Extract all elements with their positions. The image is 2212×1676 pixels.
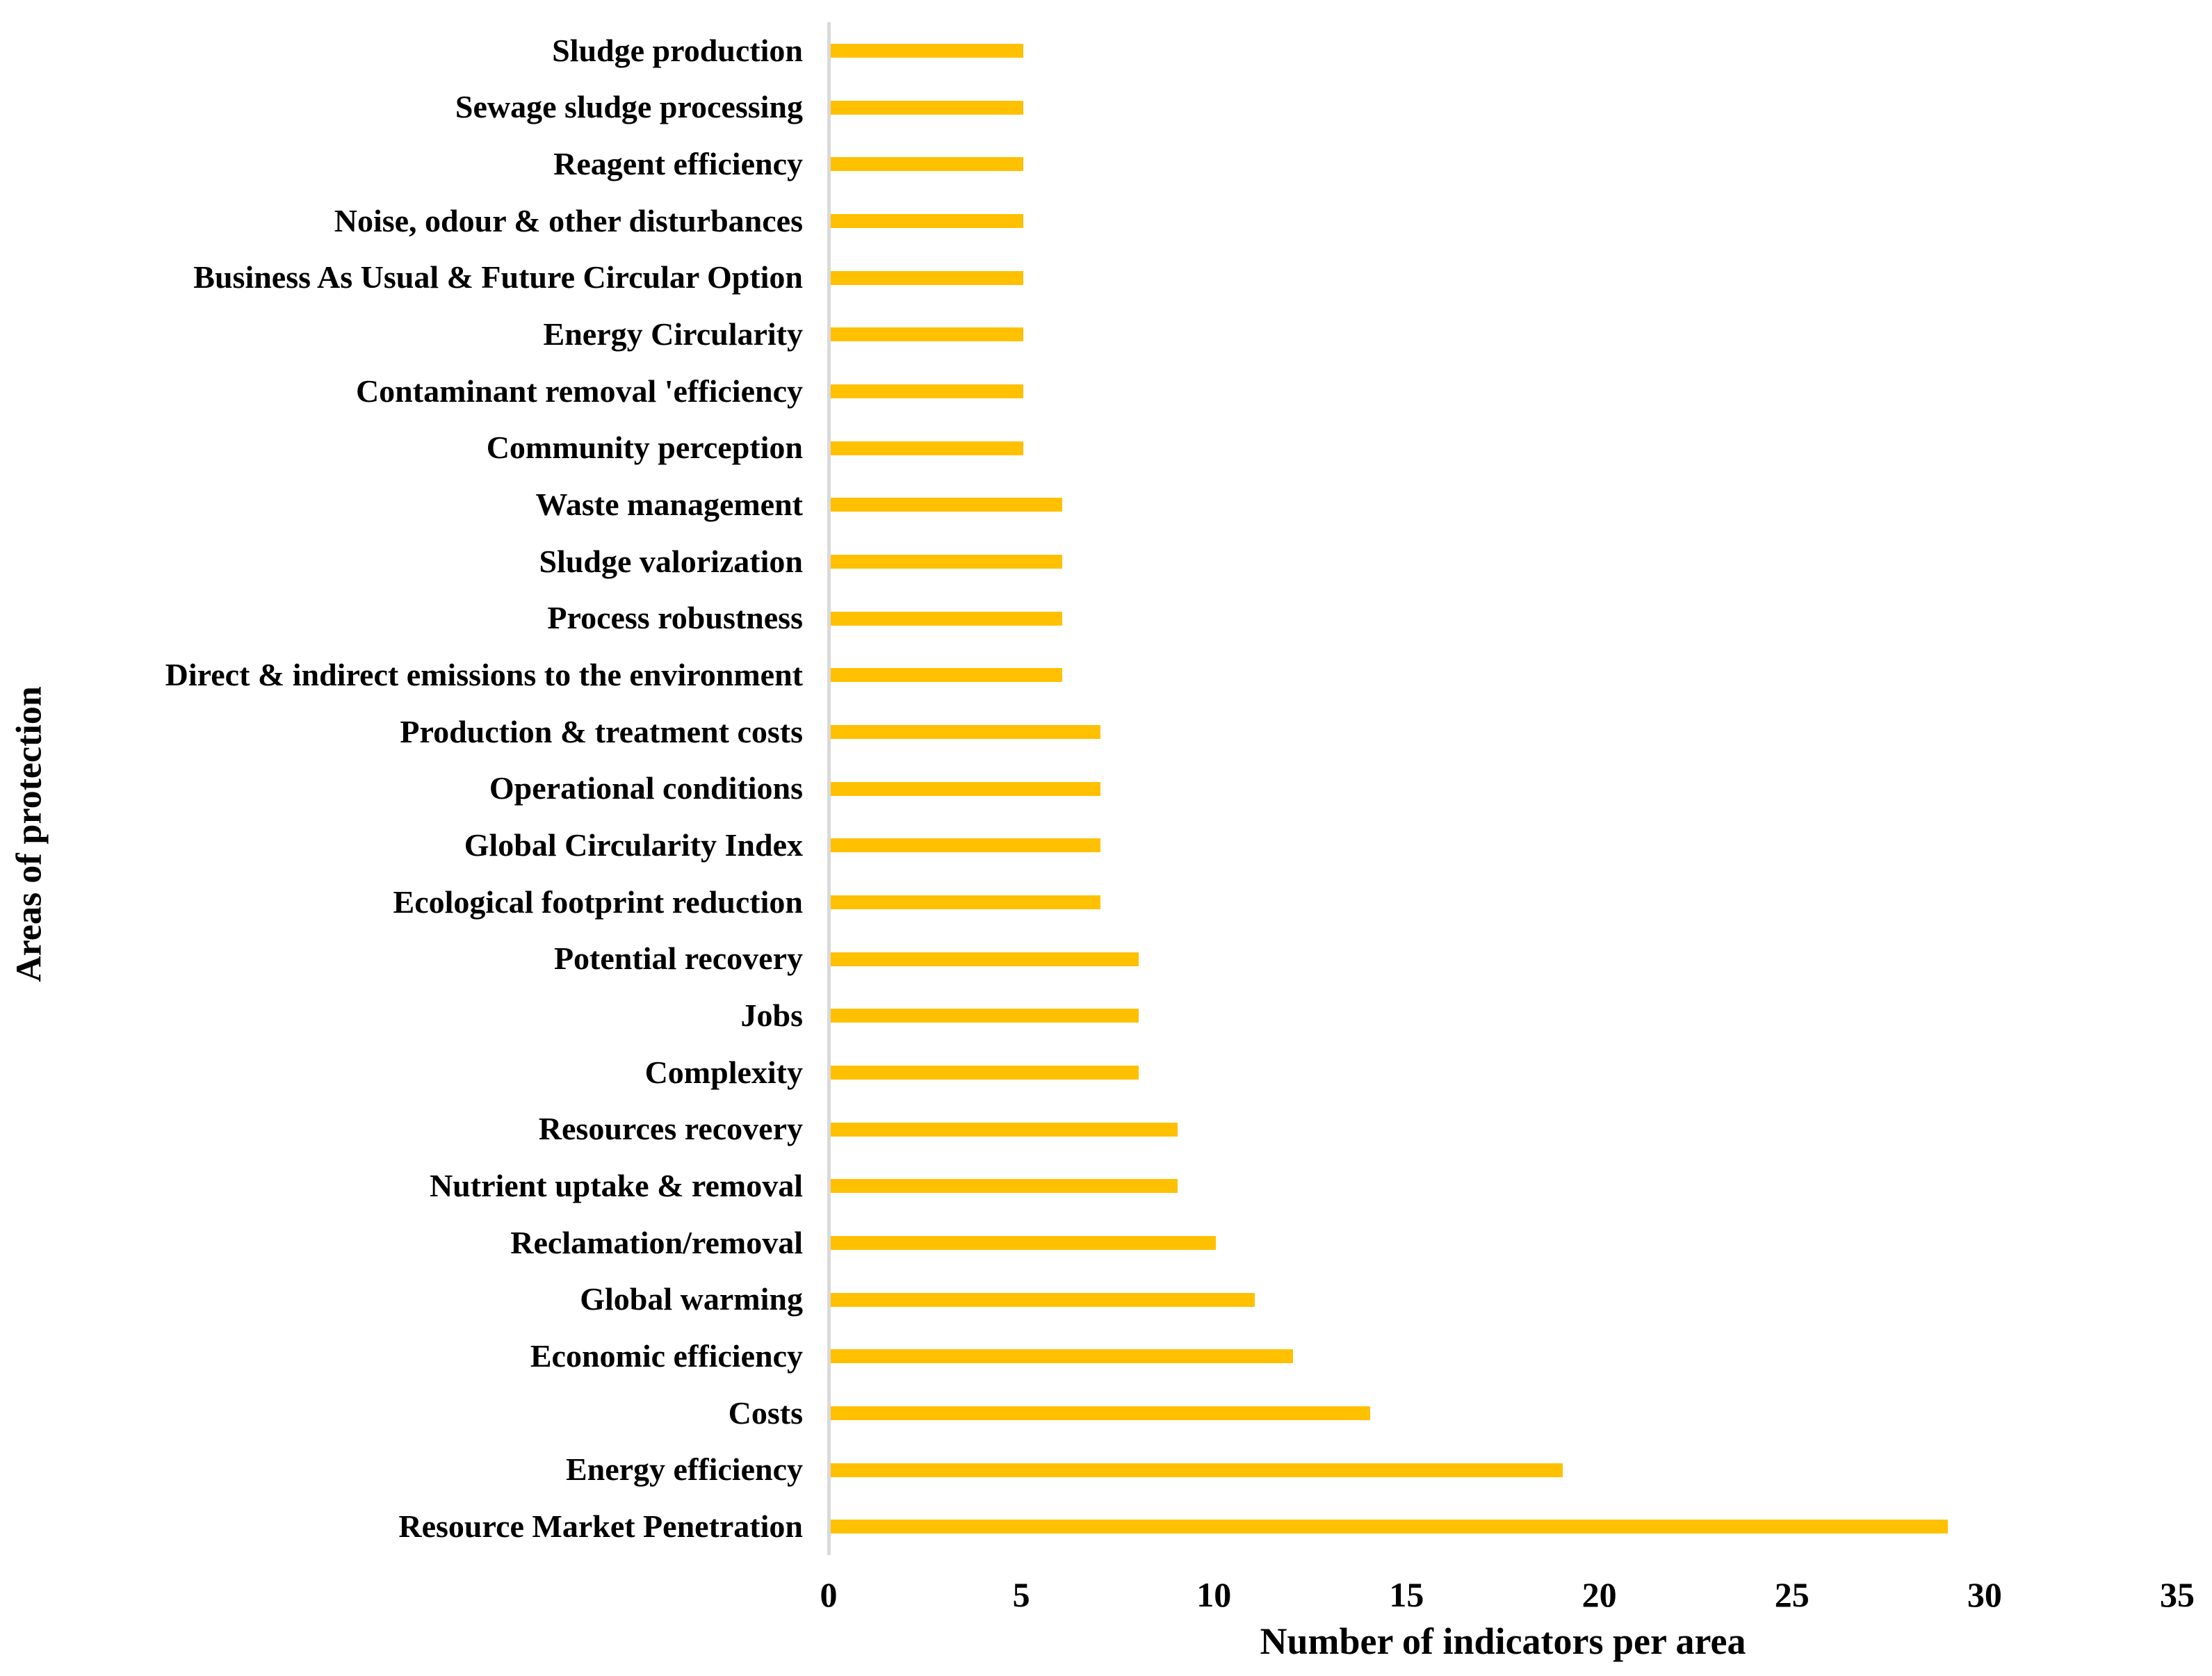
bar bbox=[831, 213, 1024, 228]
bar bbox=[831, 498, 1062, 512]
bar-row: Production & treatment costs bbox=[0, 703, 2177, 760]
bar-row: Energy Circularity bbox=[0, 306, 2177, 363]
bar-row: Resources recovery bbox=[0, 1101, 2177, 1158]
category-label: Resources recovery bbox=[538, 1111, 803, 1147]
bar-row: Costs bbox=[0, 1385, 2177, 1442]
category-label: Process robustness bbox=[547, 600, 803, 636]
category-label: Sewage sludge processing bbox=[455, 89, 803, 125]
bar bbox=[831, 157, 1024, 172]
bar-row: Waste management bbox=[0, 476, 2177, 533]
category-label: Economic efficiency bbox=[530, 1338, 803, 1374]
bar-row: Reclamation/removal bbox=[0, 1214, 2177, 1271]
category-label: Contaminant removal 'efficiency bbox=[355, 373, 803, 409]
bar bbox=[831, 724, 1100, 739]
y-axis-line bbox=[827, 22, 831, 1555]
bar bbox=[831, 895, 1100, 909]
category-label: Business As Usual & Future Circular Opti… bbox=[193, 259, 803, 295]
x-axis-ticks: 0 5 10 15 20 25 30 35 bbox=[820, 1555, 2195, 1625]
bar bbox=[831, 100, 1024, 115]
bar-row: Reagent efficiency bbox=[0, 136, 2177, 193]
bar bbox=[831, 1520, 1949, 1534]
category-label: Community perception bbox=[486, 430, 803, 466]
category-label: Costs bbox=[728, 1394, 803, 1431]
category-label: Complexity bbox=[644, 1054, 803, 1090]
x-tick-label: 15 bbox=[1389, 1575, 1424, 1614]
bar-row: Sludge production bbox=[0, 22, 2177, 79]
category-label: Noise, odour & other disturbances bbox=[334, 202, 803, 238]
category-label: Direct & indirect emissions to the envir… bbox=[165, 657, 803, 693]
bar bbox=[831, 952, 1139, 966]
bar bbox=[831, 1349, 1294, 1364]
bar bbox=[831, 1179, 1178, 1194]
bar bbox=[831, 1122, 1178, 1137]
bar-row: Nutrient uptake & removal bbox=[0, 1157, 2177, 1214]
category-label: Energy Circularity bbox=[543, 316, 803, 352]
bar-row: Sludge valorization bbox=[0, 533, 2177, 590]
bar bbox=[831, 668, 1062, 683]
category-label: Global warming bbox=[580, 1281, 803, 1317]
x-tick-label: 0 bbox=[820, 1575, 838, 1614]
bar-row: Complexity bbox=[0, 1044, 2177, 1101]
bar-row: Economic efficiency bbox=[0, 1328, 2177, 1385]
bar-row: Global warming bbox=[0, 1271, 2177, 1328]
bar bbox=[831, 554, 1062, 569]
category-label: Production & treatment costs bbox=[400, 713, 803, 749]
bar bbox=[831, 441, 1024, 455]
bar bbox=[831, 43, 1024, 58]
category-label: Reagent efficiency bbox=[553, 146, 803, 182]
category-label: Energy efficiency bbox=[565, 1451, 803, 1488]
category-label: Ecological footprint reduction bbox=[393, 884, 803, 920]
bar-row: Business As Usual & Future Circular Opti… bbox=[0, 250, 2177, 307]
bar bbox=[831, 1009, 1139, 1023]
bar-rows: Sludge production Sewage sludge processin… bbox=[0, 22, 2177, 1555]
bar bbox=[831, 270, 1024, 285]
category-label: Sludge valorization bbox=[539, 543, 803, 579]
bar bbox=[831, 384, 1024, 398]
bar-row: Noise, odour & other disturbances bbox=[0, 193, 2177, 250]
bar-row: Sewage sludge processing bbox=[0, 79, 2177, 136]
bar bbox=[831, 1406, 1370, 1420]
bar-row: Potential recovery bbox=[0, 931, 2177, 988]
bar-row: Ecological footprint reduction bbox=[0, 874, 2177, 931]
bar-row: Jobs bbox=[0, 987, 2177, 1044]
bar bbox=[831, 1292, 1255, 1307]
bar bbox=[831, 1235, 1217, 1250]
bar-row: Energy efficiency bbox=[0, 1442, 2177, 1499]
bar-row: Resource Market Penetration bbox=[0, 1498, 2177, 1555]
bar-row: Community perception bbox=[0, 420, 2177, 477]
bar-row: Process robustness bbox=[0, 590, 2177, 647]
x-tick-label: 35 bbox=[2160, 1575, 2195, 1614]
bar bbox=[831, 1065, 1139, 1080]
category-label: Resource Market Penetration bbox=[398, 1508, 803, 1545]
bar bbox=[831, 327, 1024, 342]
x-tick-label: 20 bbox=[1581, 1575, 1617, 1614]
category-label: Reclamation/removal bbox=[510, 1224, 803, 1260]
x-tick-label: 10 bbox=[1196, 1575, 1232, 1614]
x-tick-label: 25 bbox=[1774, 1575, 1810, 1614]
bar bbox=[831, 1463, 1563, 1477]
bar-row: Contaminant removal 'efficiency bbox=[0, 363, 2177, 420]
bar-row: Operational conditions bbox=[0, 760, 2177, 817]
bar bbox=[831, 611, 1062, 626]
category-label: Waste management bbox=[535, 487, 803, 523]
category-label: Jobs bbox=[740, 998, 803, 1034]
category-label: Operational conditions bbox=[489, 770, 803, 806]
x-tick-label: 5 bbox=[1012, 1575, 1030, 1614]
x-tick-label: 30 bbox=[1967, 1575, 2002, 1614]
category-label: Sludge production bbox=[552, 32, 803, 68]
bar-row: Direct & indirect emissions to the envir… bbox=[0, 646, 2177, 703]
category-label: Nutrient uptake & removal bbox=[429, 1168, 803, 1204]
category-label: Potential recovery bbox=[553, 941, 803, 977]
category-label: Global Circularity Index bbox=[464, 827, 803, 863]
bar bbox=[831, 838, 1100, 853]
bar bbox=[831, 781, 1100, 796]
x-axis-title: Number of indicators per area bbox=[1260, 1620, 1746, 1662]
bar-row: Global Circularity Index bbox=[0, 817, 2177, 874]
